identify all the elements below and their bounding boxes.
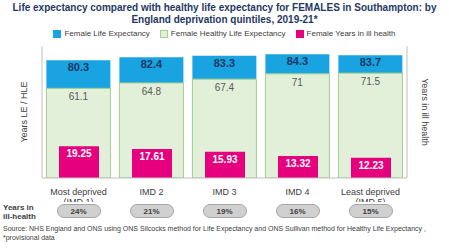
svg-text:71: 71 bbox=[292, 77, 304, 88]
svg-text:83.7: 83.7 bbox=[360, 56, 381, 68]
svg-text:17.61: 17.61 bbox=[139, 151, 164, 162]
svg-text:Years LE / HLE: Years LE / HLE bbox=[19, 81, 29, 142]
svg-text:12.23: 12.23 bbox=[358, 160, 383, 171]
svg-text:Least deprived(IMD 5): Least deprived(IMD 5) bbox=[341, 187, 400, 202]
html-text:*provisional data: *provisional data bbox=[3, 234, 55, 241]
html-text:Source: NHS England and ONS us: Source: NHS England and ONS using ONS Si… bbox=[3, 225, 426, 232]
html-text:Female Healthy Life Expectancy: Female Healthy Life Expectancy bbox=[170, 29, 286, 38]
html-text:19%: 19% bbox=[216, 206, 233, 216]
html-text:24%: 24% bbox=[70, 206, 87, 216]
html-text:Female Life Expectancy: Female Life Expectancy bbox=[64, 29, 150, 38]
svg-text:15.93: 15.93 bbox=[212, 154, 237, 165]
svg-text:19.25: 19.25 bbox=[66, 148, 91, 159]
svg-text:61.1: 61.1 bbox=[69, 91, 89, 102]
html-text:15%: 15% bbox=[362, 206, 379, 216]
svg-text:83.3: 83.3 bbox=[214, 57, 235, 69]
svg-text:Most deprived(IMD 1): Most deprived(IMD 1) bbox=[50, 187, 107, 202]
svg-text:82.4: 82.4 bbox=[141, 58, 163, 70]
svg-text:IMD 4: IMD 4 bbox=[285, 187, 309, 197]
svg-text:67.4: 67.4 bbox=[215, 82, 235, 93]
html-text:Life expectancy compared with: Life expectancy compared with healthy li… bbox=[12, 2, 437, 25]
svg-text:Years in ill health: Years in ill health bbox=[420, 78, 430, 146]
html-text:16%: 16% bbox=[289, 206, 306, 216]
html-text:Years in ill-health: Years in ill-health bbox=[3, 203, 36, 221]
svg-text:80.3: 80.3 bbox=[68, 61, 89, 73]
svg-text:13.32: 13.32 bbox=[285, 158, 310, 169]
svg-text:84.3: 84.3 bbox=[287, 55, 308, 67]
svg-text:IMD 2: IMD 2 bbox=[139, 187, 163, 197]
html-text:Female Years in ill health: Female Years in ill health bbox=[306, 29, 396, 38]
svg-text:64.8: 64.8 bbox=[142, 86, 162, 97]
svg-text:IMD 3: IMD 3 bbox=[212, 187, 236, 197]
svg-text:71.5: 71.5 bbox=[361, 76, 381, 87]
html-text:21%: 21% bbox=[143, 206, 160, 216]
